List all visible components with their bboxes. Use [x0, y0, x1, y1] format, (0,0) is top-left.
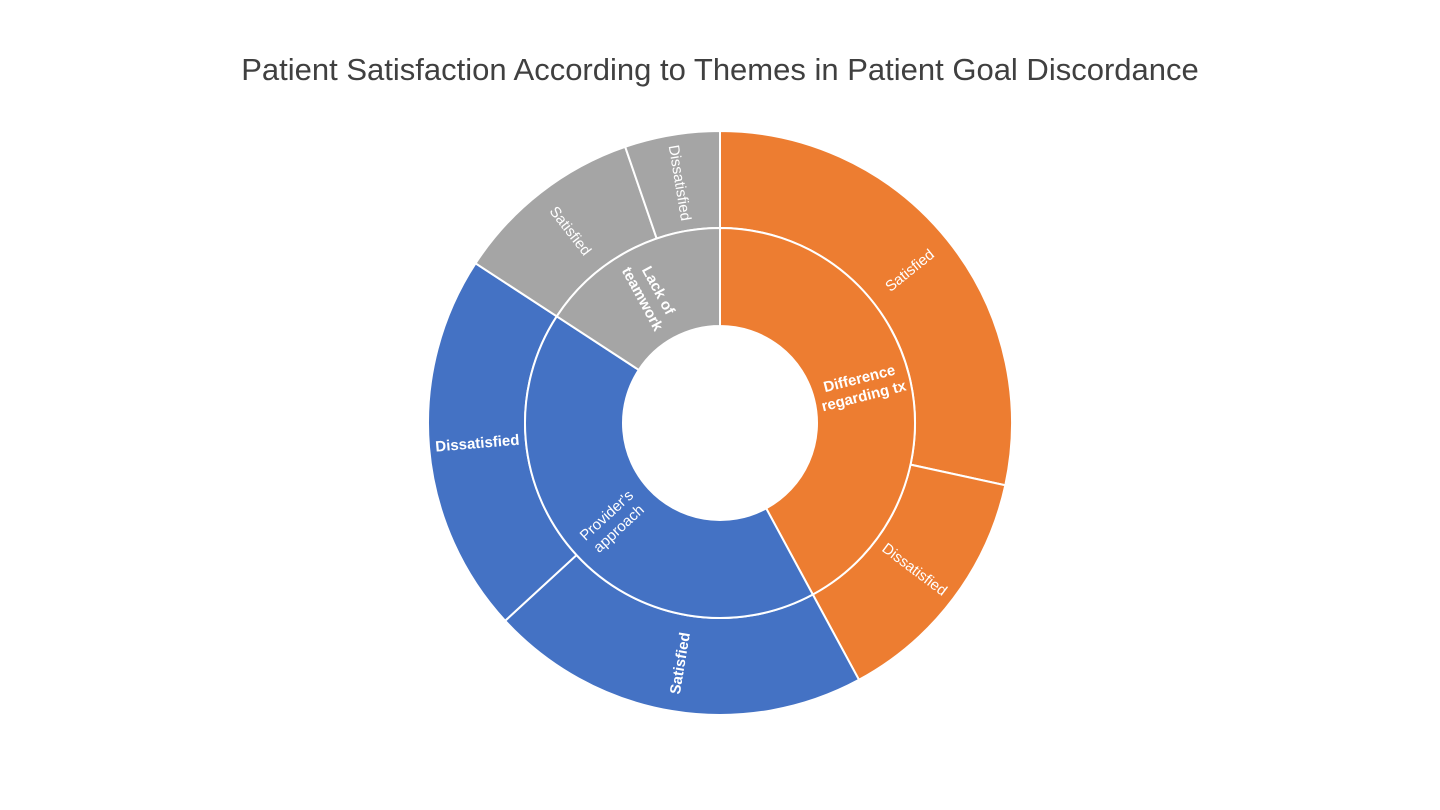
chart-title: Patient Satisfaction According to Themes…: [241, 52, 1199, 87]
inner-segment-provider-s-approach: [524, 314, 815, 619]
inner-segment-lack-of-teamwork: [555, 226, 721, 372]
outer-label-provider-s-approach-dissatisfied: Dissatisfied: [435, 432, 520, 456]
inner-segment-difference-regarding-tx: [719, 226, 916, 596]
